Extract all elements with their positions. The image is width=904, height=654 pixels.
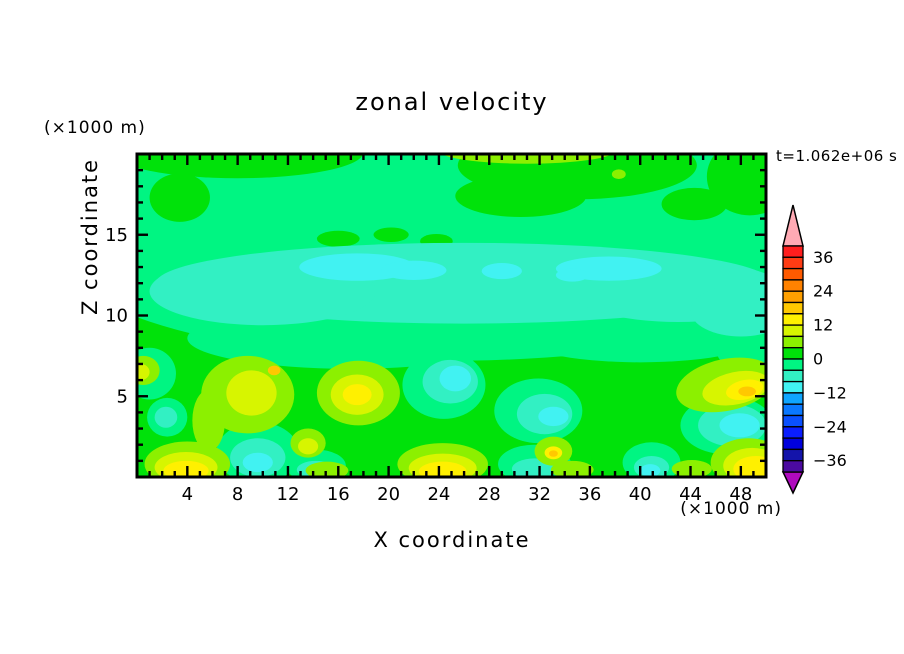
x-tick-label: 24 bbox=[427, 484, 450, 505]
contour-blob bbox=[439, 365, 471, 392]
colorbar-segment bbox=[782, 267, 804, 281]
x-tick-label: 36 bbox=[578, 484, 601, 505]
plot-frame bbox=[135, 152, 768, 479]
colorbar-segment bbox=[782, 460, 804, 473]
contour-blob bbox=[550, 460, 594, 477]
x-tick-label: 32 bbox=[528, 484, 551, 505]
colorbar-tick-label: −24 bbox=[813, 417, 847, 436]
colorbar-segment bbox=[782, 380, 804, 394]
x-tick-label: 48 bbox=[729, 484, 752, 505]
x-tick-label: 40 bbox=[629, 484, 652, 505]
z-axis-unit-label: (×1000 m) bbox=[44, 118, 146, 138]
colorbar-segment bbox=[782, 290, 804, 304]
colorbar-segment bbox=[782, 313, 804, 326]
contour-blob bbox=[192, 389, 226, 452]
contour-blob bbox=[738, 386, 756, 397]
colorbar-segment bbox=[782, 245, 804, 258]
contour-blob bbox=[548, 450, 558, 457]
contour-field bbox=[137, 154, 766, 477]
contour-blob bbox=[611, 169, 626, 180]
x-tick-label: 44 bbox=[679, 484, 702, 505]
contour-blob bbox=[418, 461, 467, 477]
contour-blob bbox=[242, 452, 273, 473]
colorbar-segment bbox=[782, 335, 804, 349]
colorbar-segment bbox=[782, 358, 804, 371]
z-tick-label: 5 bbox=[117, 386, 128, 407]
x-tick-label: 4 bbox=[182, 484, 193, 505]
contour-blob bbox=[661, 187, 728, 221]
colorbar-segment bbox=[782, 403, 804, 417]
z-tick-label: 15 bbox=[105, 225, 128, 246]
colorbar-segment bbox=[782, 279, 804, 292]
colorbar-segment bbox=[782, 301, 804, 315]
colorbar-segment bbox=[782, 426, 804, 439]
x-tick-label: 12 bbox=[277, 484, 300, 505]
colorbar-segment bbox=[782, 347, 804, 360]
colorbar-tick-label: 36 bbox=[813, 248, 833, 267]
contour-blob bbox=[137, 154, 364, 179]
x-axis-unit-label: (×1000 m) bbox=[680, 499, 782, 519]
contour-blob bbox=[316, 230, 360, 247]
contour-blob bbox=[373, 227, 409, 243]
contour-blob bbox=[481, 263, 522, 280]
contour-blob bbox=[154, 406, 178, 428]
contour-blob bbox=[298, 438, 319, 455]
x-axis-title: X coordinate bbox=[373, 528, 531, 552]
colorbar-tick-label: −12 bbox=[813, 383, 847, 402]
contour-blob bbox=[671, 460, 712, 477]
colorbar-segment bbox=[782, 256, 804, 270]
contour-blob bbox=[342, 384, 372, 406]
contour-blob bbox=[226, 370, 277, 416]
z-tick-label: 10 bbox=[105, 306, 128, 327]
colorbar: 36 24 12 0 −12 −24 −36 bbox=[781, 204, 847, 495]
x-tick-label: 8 bbox=[232, 484, 243, 505]
contour-blob bbox=[640, 464, 661, 477]
colorbar-above-arrow bbox=[782, 204, 804, 247]
contour-blob bbox=[455, 174, 587, 217]
contour-blob bbox=[555, 268, 589, 282]
contour-blob bbox=[538, 406, 569, 427]
contour-blob bbox=[137, 363, 150, 381]
colorbar-segment bbox=[782, 414, 804, 428]
x-tick-label: 16 bbox=[327, 484, 350, 505]
plot-title: zonal velocity bbox=[355, 88, 549, 116]
colorbar-tick-label: −36 bbox=[813, 451, 847, 470]
colorbar-tick-label: 12 bbox=[813, 316, 833, 335]
colorbar-segment bbox=[782, 448, 804, 462]
timestamp-label: t=1.062e+06 s bbox=[776, 147, 898, 165]
colorbar-tick-label: 0 bbox=[813, 350, 823, 369]
contour-blob bbox=[149, 173, 210, 222]
colorbar-tick-label: 24 bbox=[813, 282, 833, 301]
contour-blob bbox=[267, 365, 281, 376]
colorbar-below-arrow bbox=[781, 471, 805, 495]
colorbar-segment bbox=[782, 369, 804, 383]
colorbar-segment bbox=[782, 437, 804, 451]
contour-blob bbox=[690, 284, 766, 337]
colorbar-segment bbox=[782, 324, 804, 338]
colorbar-segment bbox=[782, 392, 804, 405]
contour-blob bbox=[719, 413, 760, 438]
x-tick-label: 28 bbox=[478, 484, 501, 505]
contour-blob bbox=[381, 260, 447, 280]
x-tick-label: 20 bbox=[377, 484, 400, 505]
